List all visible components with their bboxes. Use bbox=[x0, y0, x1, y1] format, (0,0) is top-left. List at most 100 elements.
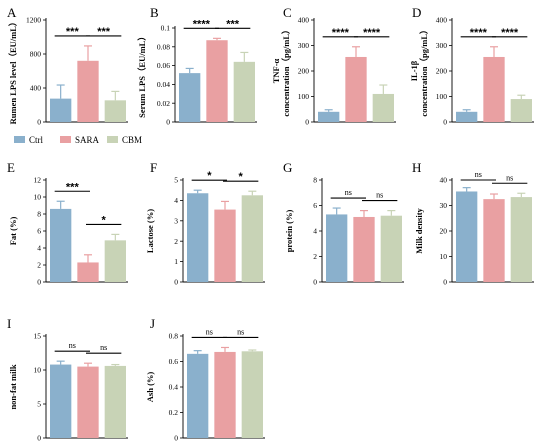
y-tick-label: 6 bbox=[37, 227, 41, 236]
y-tick-label: 12 bbox=[34, 176, 42, 185]
significance-label: **** bbox=[332, 27, 350, 39]
y-tick-label: 0.06 bbox=[157, 61, 170, 70]
significance-label: ns bbox=[506, 173, 513, 182]
y-tick-label: 10 bbox=[34, 366, 42, 375]
y-tick-label: 0 bbox=[305, 118, 309, 127]
legend: Ctrl SARA CBM bbox=[14, 135, 142, 145]
y-tick-label: 400 bbox=[298, 16, 310, 25]
y-tick-label: 30 bbox=[440, 201, 448, 210]
panel-letter: D bbox=[412, 5, 421, 20]
y-tick-label: 100 bbox=[298, 92, 310, 101]
y-tick-label: 8 bbox=[37, 210, 41, 219]
y-tick-label: 400 bbox=[30, 84, 42, 93]
chart-panel-b: B 0 0.02 0.04 0.06 0.08 0.1 Serum LPS（EU/mL） ***… bbox=[137, 5, 257, 127]
y-axis-label: concentration（pg/mL） bbox=[281, 25, 291, 116]
bar-cbm bbox=[241, 195, 263, 282]
y-tick-label: 10 bbox=[34, 193, 42, 202]
bar-ctrl bbox=[50, 364, 72, 438]
y-tick-label: 300 bbox=[298, 41, 310, 50]
panel-letter: A bbox=[7, 5, 17, 20]
y-axis-label: Ash (%) bbox=[145, 372, 155, 403]
y-axis-label: Lactose (%) bbox=[145, 209, 155, 253]
chart-panel-g: G 0 2 4 6 8 protein (%) ns ns bbox=[283, 160, 404, 287]
y-tick-label: 0.2 bbox=[169, 408, 179, 417]
panel-letter: I bbox=[7, 316, 11, 331]
bar-sara bbox=[77, 366, 99, 438]
y-tick-label: 100 bbox=[436, 92, 448, 101]
significance-label: ns bbox=[206, 327, 213, 336]
bar-sara bbox=[483, 56, 505, 122]
bar-ctrl bbox=[456, 111, 478, 122]
y-tick-label: 5 bbox=[174, 176, 178, 185]
significance-label: * bbox=[239, 171, 244, 183]
y-tick-label: 300 bbox=[436, 41, 448, 50]
bar-sara bbox=[77, 60, 99, 122]
significance-label: ns bbox=[69, 341, 76, 350]
bar-sara bbox=[483, 199, 505, 282]
y-tick-label: 2 bbox=[174, 237, 178, 246]
y-tick-label: 40 bbox=[440, 176, 448, 185]
y-tick-label: 10 bbox=[440, 252, 448, 261]
y-tick-label: 0.02 bbox=[157, 99, 170, 108]
significance-label: * bbox=[207, 170, 212, 182]
significance-label: ns bbox=[237, 327, 244, 336]
significance-label: * bbox=[102, 214, 107, 226]
significance-label: **** bbox=[193, 18, 211, 30]
significance-label: **** bbox=[363, 27, 381, 39]
bar-cbm bbox=[104, 100, 126, 122]
y-tick-label: 2 bbox=[37, 261, 41, 270]
legend-label: SARA bbox=[75, 135, 100, 145]
y-tick-label: 5 bbox=[37, 400, 41, 409]
panel-letter: F bbox=[150, 160, 157, 175]
significance-label: **** bbox=[470, 27, 488, 39]
panel-letter: B bbox=[150, 5, 159, 20]
bar-cbm bbox=[510, 99, 532, 122]
significance-label: ns bbox=[100, 343, 107, 352]
chart-panel-c: C 0 100 200 300 400 TNF-α concentration（pg/mL） *… bbox=[271, 5, 396, 127]
y-axis-label: IL-1β bbox=[409, 60, 419, 81]
panel-letter: E bbox=[7, 160, 15, 175]
y-tick-label: 1 bbox=[174, 257, 178, 266]
bar-cbm bbox=[104, 240, 126, 282]
significance-label: *** bbox=[97, 26, 111, 38]
y-tick-label: 1200 bbox=[26, 16, 41, 25]
y-axis-label: protein (%) bbox=[284, 210, 294, 253]
y-tick-label: 3 bbox=[174, 216, 178, 225]
y-tick-label: 0 bbox=[443, 118, 447, 127]
y-axis-label: Fat (%) bbox=[8, 217, 18, 246]
bar-cbm bbox=[380, 215, 402, 282]
y-tick-label: 800 bbox=[30, 50, 42, 59]
y-tick-label: 0 bbox=[313, 278, 317, 287]
bar-cbm bbox=[233, 61, 255, 122]
chart-panel-f: F 0 1 2 3 4 5 Lactose (%) * * bbox=[145, 160, 265, 287]
y-tick-label: 0.4 bbox=[169, 383, 179, 392]
bar-ctrl bbox=[456, 191, 478, 282]
y-tick-label: 200 bbox=[436, 67, 448, 76]
significance-label: *** bbox=[66, 26, 80, 38]
y-tick-label: 2 bbox=[313, 252, 317, 261]
bar-ctrl bbox=[326, 214, 348, 282]
y-tick-label: 0.1 bbox=[161, 24, 171, 33]
chart-panel-i: I 0 5 10 15 non-fat milk ns ns bbox=[7, 316, 128, 443]
y-axis-label: TNF-α bbox=[271, 58, 281, 83]
legend-label: Ctrl bbox=[29, 135, 44, 145]
y-tick-label: 400 bbox=[436, 16, 448, 25]
bar-ctrl bbox=[187, 353, 209, 438]
y-axis-label: non-fat milk bbox=[8, 364, 18, 409]
significance-label: ns bbox=[376, 191, 383, 200]
bar-sara bbox=[77, 262, 99, 282]
chart-panel-d: D 0 100 200 300 400 IL-1β concentration（pg/mL） *… bbox=[409, 5, 534, 127]
y-tick-label: 0 bbox=[174, 278, 178, 287]
y-tick-label: 0 bbox=[37, 434, 41, 443]
y-tick-label: 20 bbox=[440, 227, 448, 236]
y-tick-label: 4 bbox=[313, 227, 317, 236]
bar-cbm bbox=[510, 197, 532, 282]
y-tick-label: 0 bbox=[174, 434, 178, 443]
y-tick-label: 0.08 bbox=[157, 42, 170, 51]
legend-label: CBM bbox=[122, 135, 142, 145]
chart-panel-h: H 0 10 20 30 40 Milk density ns ns bbox=[412, 160, 534, 287]
bar-cbm bbox=[104, 365, 126, 438]
bar-sara bbox=[214, 351, 236, 438]
y-tick-label: 6 bbox=[313, 201, 317, 210]
